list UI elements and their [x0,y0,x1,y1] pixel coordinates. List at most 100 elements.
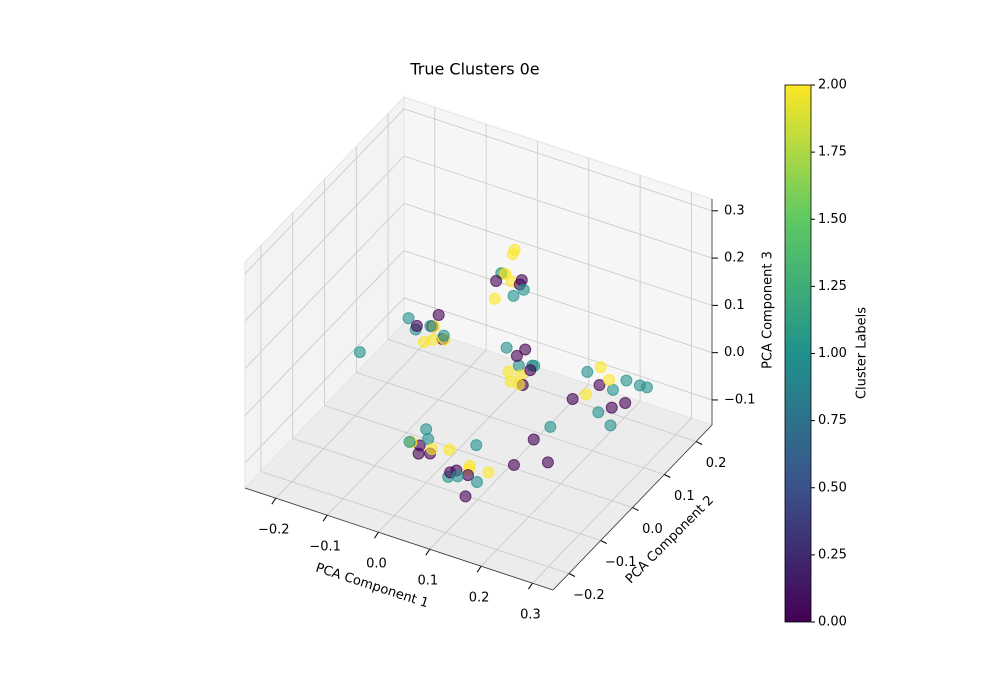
y-tick [695,441,703,445]
y-tick-label: −0.1 [605,555,637,570]
axis-line [244,487,554,591]
point [581,365,594,378]
chart-title: True Clusters 0e [409,60,539,79]
colorbar-tick-label: 0.25 [818,547,847,562]
x-tick-label: −0.2 [258,523,290,538]
x-tick-label: −0.1 [309,540,341,555]
point [507,458,520,471]
point [519,343,532,356]
point [541,456,554,469]
z-tick-label: 0.0 [724,345,745,360]
point [412,447,425,460]
y-tick [632,507,639,511]
x-tick-label: 0.1 [417,574,438,589]
point [580,388,593,401]
point [510,349,523,362]
colorbar-tick-label: 0.50 [818,480,847,495]
colorbar-tick-label: 1.75 [818,145,847,160]
point [426,443,439,456]
x-tick-label: 0.3 [520,608,541,623]
y-grid-line [260,471,570,574]
point [524,364,537,377]
point [353,346,366,359]
z-grid-line [403,203,713,306]
y-tick-label: 0.1 [674,489,695,504]
point [410,319,423,332]
colorbar [784,84,812,623]
z-tick-label: 0.3 [724,203,745,218]
y-axis-label: PCA Component 2 [623,493,717,587]
y-grid-line [356,372,665,475]
x-tick [528,582,533,590]
point [515,274,528,287]
x-tick [425,548,431,556]
axis-line [552,424,713,591]
point [566,393,579,406]
z-grid-line [403,297,713,401]
y-tick-label: −0.2 [573,588,605,603]
z-grid-line [403,155,713,259]
colorbar-tick-label: 1.00 [818,346,847,361]
point [420,423,433,436]
point [422,433,435,446]
z-tick-label: 0.1 [724,298,745,313]
point [402,312,415,325]
point [488,292,501,305]
point [443,443,456,456]
point [507,289,520,302]
point [500,341,513,354]
point [461,469,474,482]
z-grid-line [244,108,405,275]
point [593,379,606,392]
point [459,490,472,503]
colorbar-label: Cluster Labels [855,307,870,399]
y-tick-label: 0.2 [706,456,727,471]
z-axis-label: PCA Component 3 [761,251,776,369]
point [437,329,450,342]
point [605,401,618,414]
x-tick [271,497,277,505]
y-grid-line [387,339,697,442]
point [619,397,632,410]
colorbar-tick-label: 1.25 [818,279,847,294]
x-tick [374,531,379,539]
point [606,383,619,396]
point [620,374,633,387]
x-tick [322,514,328,522]
y-grid-line [292,438,601,541]
point [502,365,515,378]
point [482,466,495,479]
point [594,361,607,374]
point [512,359,525,372]
point [508,243,521,256]
y-tick [568,573,576,577]
point [470,439,483,452]
z-grid-line [403,108,713,212]
colorbar-tick-label: 1.50 [818,212,847,227]
z-grid-line [244,155,405,322]
point [432,308,445,321]
y-tick [664,474,671,478]
colorbar-tick-label: 2.00 [818,78,847,93]
point [603,373,616,386]
point [451,470,464,483]
x-tick [476,565,482,573]
point [512,378,525,391]
point [490,275,503,288]
point [403,435,416,448]
point [640,381,653,394]
point [471,476,483,489]
y-tick-label: 0.0 [642,522,663,537]
colorbar-tick-label: 0.00 [818,615,847,630]
colorbar-tick-label: 0.75 [818,413,847,428]
z-grid-line [244,203,405,369]
z-grid-line [403,250,713,354]
point [604,419,617,432]
x-tick-label: 0.0 [366,557,387,572]
point [427,333,440,346]
z-grid-line [244,250,405,416]
point [517,283,530,296]
y-tick [600,540,607,544]
point [592,406,605,419]
